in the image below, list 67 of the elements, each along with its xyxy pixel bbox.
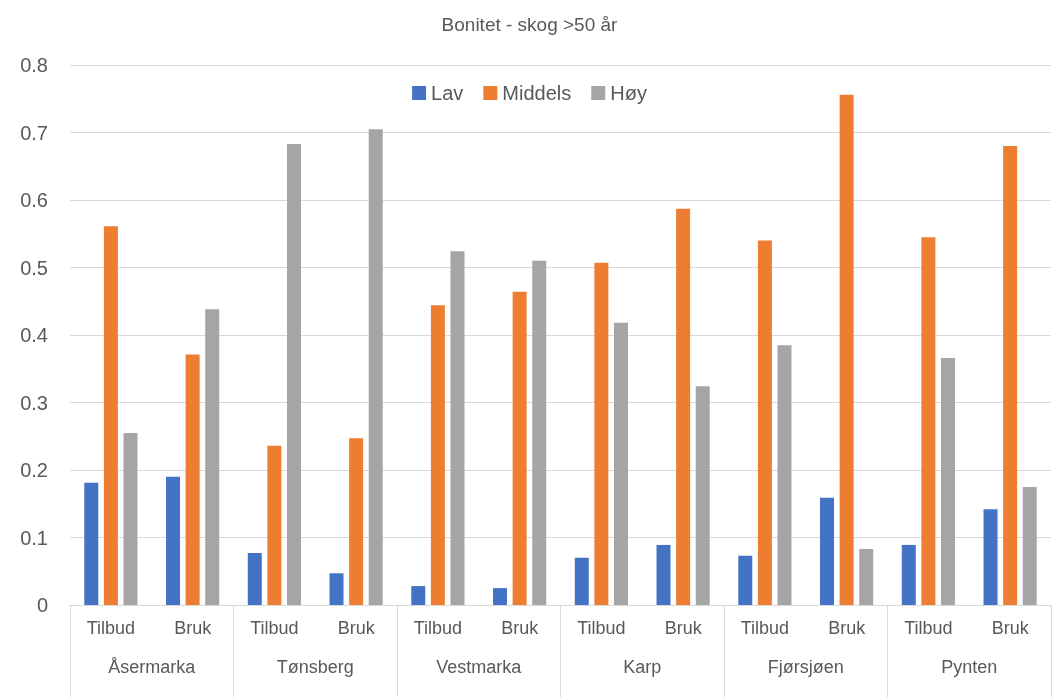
bar	[676, 208, 691, 605]
bar	[411, 586, 426, 605]
bar	[695, 386, 710, 605]
text: Fjørsjøen	[767, 657, 844, 677]
x-tick-label: Bruk	[174, 618, 213, 638]
x-tick-label: Tilbud	[86, 618, 136, 638]
bar	[656, 544, 671, 605]
bar	[777, 345, 792, 605]
bar	[450, 251, 465, 605]
x-tick-label: Tilbud	[413, 618, 463, 638]
y-tick-label: 0.6	[20, 189, 48, 211]
x-tick-label: Tilbud	[577, 618, 626, 638]
text: Karp	[623, 657, 662, 677]
text: Vestmarka	[436, 657, 523, 677]
bar	[430, 305, 445, 605]
bar	[1022, 486, 1037, 605]
x-tick-label: Bruk	[664, 618, 703, 638]
bar	[267, 445, 282, 605]
bar	[820, 497, 835, 605]
bar	[940, 357, 955, 605]
y-tick-label: 0.1	[20, 526, 48, 549]
bar	[983, 509, 998, 605]
bar	[1003, 146, 1018, 605]
text: Tønsberg	[276, 657, 354, 677]
x-tick-label: Tilbud	[740, 618, 790, 638]
y-tick-label: 0.3	[20, 391, 48, 414]
bar	[166, 476, 181, 605]
bar	[349, 438, 364, 605]
bar	[839, 94, 854, 605]
bar	[738, 555, 753, 605]
legend-label: Høy	[610, 82, 647, 104]
y-tick-label: 0.8	[20, 54, 48, 76]
bar	[613, 322, 628, 605]
bar	[205, 309, 220, 605]
bar	[493, 588, 508, 605]
y-tick-label: 0.4	[20, 324, 48, 346]
bar	[757, 240, 772, 605]
bar	[329, 573, 344, 605]
x-tick-label: Bruk	[828, 618, 867, 638]
bar	[594, 262, 609, 605]
chart-title: Bonitet - skog >50 år	[441, 14, 619, 35]
text: Pynten	[941, 657, 998, 677]
x-tick-label: Bruk	[991, 618, 1030, 638]
bar	[512, 291, 527, 605]
bar	[532, 260, 547, 605]
x-tick-label: Tilbud	[904, 618, 953, 638]
bar	[123, 432, 138, 605]
legend-label: Middels	[502, 82, 572, 104]
bar	[368, 129, 383, 605]
bar	[574, 557, 589, 605]
bar	[921, 237, 936, 605]
bar	[185, 354, 200, 605]
x-tick-label: Bruk	[501, 618, 540, 638]
legend-label: Lav	[431, 82, 464, 104]
x-tick-label: Bruk	[337, 618, 376, 638]
x-tick-label: Tilbud	[250, 618, 299, 638]
bar	[901, 544, 916, 605]
y-tick-label: 0.5	[20, 256, 48, 279]
bar	[286, 143, 301, 605]
bar	[103, 226, 118, 605]
y-tick-label: 0	[36, 594, 48, 616]
y-tick-label: 0.2	[20, 459, 48, 481]
bar	[84, 482, 99, 605]
bar	[247, 553, 262, 605]
text: Åsermarka	[108, 657, 197, 677]
bar	[859, 548, 874, 605]
y-tick-label: 0.7	[20, 121, 48, 144]
